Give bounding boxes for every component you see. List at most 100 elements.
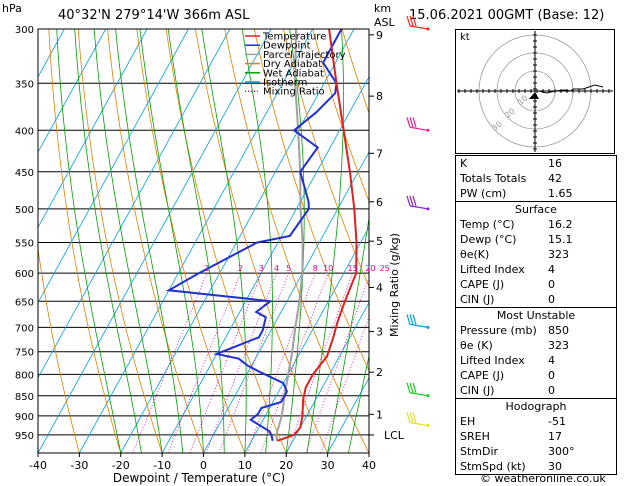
isotherm-line (285, 301, 369, 453)
asl-unit-label: ASL (374, 16, 395, 29)
mixing-ratio-label: 2 (238, 264, 243, 273)
station-location: 40°32'N 279°14'W 366m ASL (58, 8, 250, 23)
pressure-tick-label: 400 (15, 126, 34, 137)
wet-adiabat-line (167, 29, 225, 453)
most-unstable-row: CAPE (J) 0 (456, 368, 616, 383)
wet-adiabat-line (93, 29, 163, 453)
isotherm-line (38, 29, 272, 453)
dry-adiabat-line (38, 246, 80, 453)
x-tick-label: -30 (70, 459, 88, 472)
wind-barb-shaft (409, 392, 429, 397)
surface-value: 323 (548, 248, 569, 261)
index-label: Totals Totals (460, 172, 527, 185)
most-unstable-label: CIN (J) (460, 384, 495, 397)
wind-barb-flag (412, 15, 417, 27)
hodograph-param-label: SREH (460, 430, 490, 443)
wind-barb-flag (412, 412, 417, 423)
mixing-ratio-label: 3 (259, 264, 264, 273)
wind-barb-flag (412, 117, 417, 128)
dry-adiabat-line (283, 29, 369, 288)
pressure-tick-label: 550 (15, 238, 34, 249)
pressure-tick-label: 600 (15, 269, 34, 280)
isotherm-line (38, 29, 231, 379)
dewpoint-line (165, 29, 343, 442)
pressure-tick-label: 800 (15, 370, 34, 381)
x-tick-label: -40 (29, 459, 47, 472)
most-unstable-value: 850 (548, 324, 569, 337)
index-label: K (460, 157, 468, 170)
surface-label: Temp (°C) (460, 218, 515, 231)
index-label: PW (cm) (460, 187, 507, 200)
wet-adiabat-line (201, 29, 247, 453)
index-value: 16 (548, 157, 562, 170)
x-tick-label: 30 (321, 459, 335, 472)
lcl-label: LCL (384, 429, 405, 442)
hodograph-param-label: StmDir (460, 445, 499, 458)
surface-value: 0 (548, 293, 555, 306)
pressure-tick-label: 900 (15, 412, 34, 423)
most-unstable-title: Most Unstable (496, 309, 576, 322)
surface-title: Surface (515, 203, 557, 216)
hodograph-table-title: Hodograph (505, 400, 567, 413)
pressure-tick-label: 700 (15, 323, 34, 334)
watermark: © weatheronline.co.uk (480, 472, 606, 485)
wind-barb-flag (412, 314, 417, 325)
wet-adiabat-line (347, 354, 369, 453)
legend-entry: Mixing Ratio (263, 87, 325, 98)
hodograph-param-row: EH -51 (456, 414, 616, 429)
parcel-trajectory-line (275, 29, 304, 441)
most-unstable-value: 0 (548, 369, 555, 382)
km-tick-label: 8 (376, 90, 383, 103)
dry-adiabat-line (107, 29, 204, 453)
pressure-tick-label: 450 (15, 168, 34, 179)
x-tick-label: 10 (238, 459, 252, 472)
wind-barb-flag (406, 195, 411, 207)
surface-value: 4 (548, 263, 555, 276)
pressure-tick-label: 500 (15, 205, 34, 216)
wet-adiabat-line (285, 29, 305, 453)
most-unstable-label: θe (K) (460, 339, 493, 352)
surface-row: CAPE (J) 0 (456, 277, 616, 292)
wind-barb-shaft (409, 421, 429, 427)
dry-adiabat-line (77, 29, 163, 453)
wind-barb-flag (409, 15, 414, 27)
wind-barbs (406, 15, 430, 428)
x-axis-label: Dewpoint / Temperature (°C) (113, 471, 285, 485)
index-row: PW (cm) 1.65 (456, 186, 616, 201)
wind-barb-shaft (409, 205, 429, 210)
wind-barb-flag (406, 412, 411, 423)
mixing-ratio-line (260, 272, 329, 453)
hodograph-param-value: -51 (548, 415, 566, 428)
legend-entry: Isotherm (263, 78, 307, 89)
isotherm-line (120, 29, 355, 453)
wind-barb-flag (412, 382, 417, 393)
mixing-ratio-line (218, 272, 290, 453)
mixing-ratio-label: 8 (313, 264, 318, 273)
km-tick-label: 5 (376, 235, 383, 248)
wind-barb-flag (406, 117, 411, 128)
wind-barb-flag (412, 195, 417, 207)
wind-barb-flag (406, 15, 411, 27)
dry-adiabat-line (312, 29, 369, 203)
wind-barb-flag (409, 412, 414, 423)
wind-barb-flag (406, 382, 411, 393)
surface-label: Dewp (°C) (460, 233, 517, 246)
isotherm-line (38, 29, 148, 229)
indices-table: K 16 Totals Totals 42 PW (cm) 1.65 Surface Te… (455, 155, 617, 475)
wind-barb-base (426, 394, 430, 398)
legend-entry: Dewpoint (263, 41, 311, 52)
wind-barb-shaft (409, 25, 429, 30)
wind-barb-shaft (409, 126, 429, 131)
most-unstable-row: Pressure (mb) 850 (456, 323, 616, 338)
legend-entry: Wet Adiabat (263, 68, 324, 79)
pressure-tick-label: 300 (15, 25, 34, 36)
index-value: 42 (548, 172, 562, 185)
wet-adiabat-line (306, 29, 344, 453)
most-unstable-row: CIN (J) 0 (456, 383, 616, 398)
pressure-tick-label: 850 (15, 392, 34, 403)
mixing-ratio-label: 4 (274, 264, 279, 273)
mixing-ratio-label: 20 (365, 264, 375, 273)
legend-entry: Parcel Trajectory (263, 50, 346, 61)
